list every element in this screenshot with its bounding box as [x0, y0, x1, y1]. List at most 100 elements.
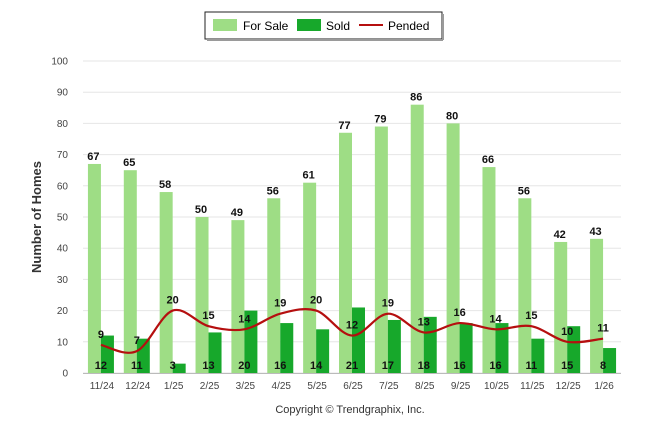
y-tick-label: 90 — [57, 88, 69, 99]
label-pended: 13 — [418, 316, 430, 328]
y-tick-label: 80 — [57, 119, 69, 130]
label-for-sale: 61 — [303, 170, 315, 182]
label-pended: 11 — [597, 323, 609, 335]
label-sold: 11 — [526, 360, 538, 372]
label-pended: 10 — [561, 326, 573, 338]
bar-for-sale — [554, 241, 568, 373]
bar-sold — [387, 319, 401, 373]
legend-label-sold: Sold — [326, 19, 350, 33]
label-pended: 16 — [453, 307, 465, 319]
x-tick-label: 3/25 — [236, 381, 256, 392]
legend-swatch-for-sale — [213, 19, 237, 31]
label-sold: 3 — [170, 360, 176, 372]
bar-for-sale — [123, 170, 137, 373]
label-sold: 16 — [274, 360, 286, 372]
y-tick-label: 20 — [57, 306, 69, 317]
y-tick-label: 40 — [57, 244, 69, 255]
label-pended: 14 — [489, 313, 502, 325]
y-tick-label: 100 — [51, 57, 68, 68]
bar-for-sale — [446, 123, 460, 374]
bar-for-sale — [518, 198, 532, 373]
y-tick-label: 0 — [62, 369, 68, 380]
bar-for-sale — [267, 198, 281, 373]
plot-area: 0 10 20 30 40 50 60 70 80 90 100 11/24 12/24 1/25 2/2… — [51, 57, 621, 392]
pended-line — [100, 308, 604, 354]
bar-for-sale — [374, 126, 388, 374]
label-for-sale: 42 — [554, 229, 566, 241]
x-tick-label: 2/25 — [200, 381, 220, 392]
label-for-sale: 58 — [159, 179, 171, 191]
label-pended: 9 — [98, 329, 104, 341]
label-for-sale: 67 — [87, 151, 99, 163]
label-pended: 14 — [238, 313, 251, 325]
label-sold: 13 — [202, 360, 214, 372]
label-sold: 20 — [238, 360, 250, 372]
x-axis: 11/24 12/24 1/25 2/25 3/25 4/25 5/25 6/25 7/25 8/… — [83, 373, 621, 392]
x-tick-label: 4/25 — [272, 381, 292, 392]
label-sold: 16 — [453, 360, 465, 372]
bar-sold — [316, 329, 330, 373]
label-for-sale: 49 — [231, 207, 243, 219]
bar-sold — [352, 307, 365, 373]
x-tick-label: 12/24 — [125, 381, 150, 392]
y-axis-label: Number of Homes — [29, 161, 44, 273]
label-sold: 11 — [131, 360, 143, 372]
x-tick-label: 11/24 — [90, 381, 115, 392]
label-for-sale: 77 — [338, 120, 350, 132]
x-tick-label: 6/25 — [343, 381, 363, 392]
bar-for-sale — [410, 104, 424, 374]
bar-sold — [172, 363, 186, 373]
legend-label-for-sale: For Sale — [243, 19, 289, 33]
label-pended: 20 — [167, 295, 179, 307]
bar-for-sale — [590, 238, 604, 373]
label-for-sale: 80 — [446, 110, 458, 122]
x-tick-label: 7/25 — [379, 381, 399, 392]
bar-sold — [603, 348, 617, 373]
bar-sold — [459, 323, 473, 373]
label-sold: 18 — [418, 360, 430, 372]
label-sold: 15 — [561, 360, 573, 372]
label-pended: 7 — [134, 335, 140, 347]
label-sold: 17 — [382, 360, 394, 372]
label-pended: 12 — [346, 320, 358, 332]
legend-box — [204, 11, 443, 40]
y-tick-label: 60 — [57, 181, 69, 192]
y-tick-label: 30 — [57, 275, 69, 286]
bar-sold — [495, 323, 509, 373]
bar-sold — [531, 338, 545, 373]
label-pended: 15 — [202, 310, 214, 322]
label-sold: 14 — [310, 360, 323, 372]
label-for-sale: 65 — [123, 157, 135, 169]
x-tick-label: 10/25 — [484, 381, 509, 392]
label-sold: 16 — [489, 360, 501, 372]
data-labels: 67 12 9 65 11 7 58 3 20 50 13 15 49 20 14 56 16 19 61 14 20 7… — [87, 92, 609, 372]
legend-swatch-sold — [297, 19, 321, 31]
label-for-sale: 79 — [374, 114, 386, 126]
label-for-sale: 66 — [482, 154, 494, 166]
label-for-sale: 56 — [518, 185, 530, 197]
label-pended: 19 — [274, 298, 286, 310]
bar-sold — [136, 338, 150, 373]
label-for-sale: 56 — [267, 185, 279, 197]
legend-label-pended: Pended — [388, 19, 429, 33]
legend: For Sale Sold Pended — [204, 11, 444, 41]
bar-sold — [208, 332, 222, 373]
bar-for-sale — [231, 220, 245, 373]
x-tick-label: 1/25 — [164, 381, 184, 392]
bar-for-sale — [482, 167, 496, 373]
bars — [87, 104, 617, 374]
x-tick-label: 8/25 — [415, 381, 435, 392]
label-sold: 21 — [346, 360, 358, 372]
bar-sold — [280, 323, 294, 373]
x-tick-label: 11/25 — [520, 381, 545, 392]
label-sold: 8 — [600, 360, 606, 372]
label-pended: 20 — [310, 295, 322, 307]
x-tick-label: 5/25 — [307, 381, 327, 392]
y-axis-ticks: 0 10 20 30 40 50 60 70 80 90 100 — [51, 57, 68, 380]
copyright-text: Copyright © Trendgraphix, Inc. — [275, 404, 424, 416]
bar-for-sale — [195, 217, 209, 373]
y-tick-label: 70 — [57, 150, 69, 161]
bar-sold — [567, 326, 581, 373]
bar-for-sale — [159, 192, 173, 373]
